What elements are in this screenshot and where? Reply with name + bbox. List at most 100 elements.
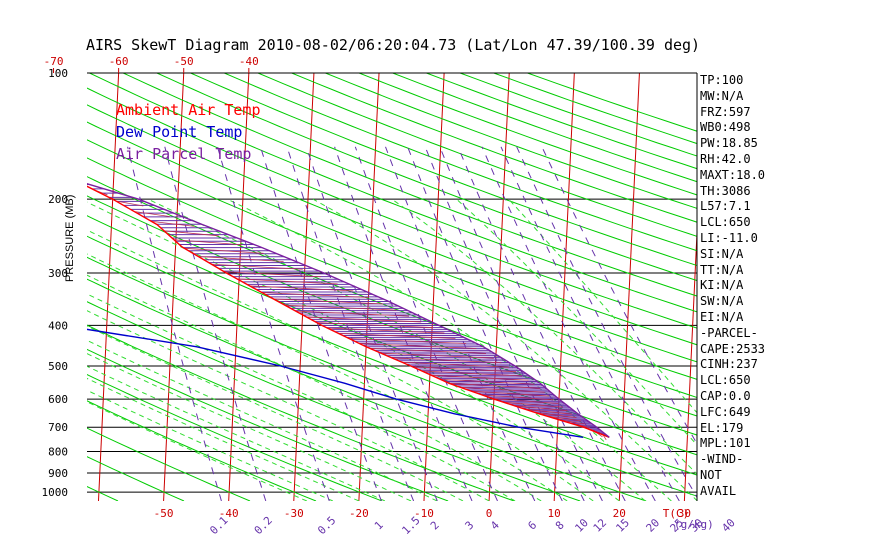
cape-hatch	[421, 370, 523, 377]
pressure-tick-label: 900	[48, 467, 68, 480]
bottom-temp-label: 10	[548, 507, 561, 520]
cape-hatch	[535, 412, 577, 418]
mixing-ratio-line	[305, 146, 438, 501]
cape-hatch	[514, 405, 568, 412]
dry-adiabat	[291, 73, 697, 223]
mixing-ratio-line	[500, 146, 680, 501]
mixing-ratio-line	[164, 146, 267, 501]
mixing-ratio-line	[457, 146, 626, 501]
stat-cinh: CINH:237	[700, 357, 758, 372]
stat-rh: RH:42.0	[700, 151, 751, 166]
wind-not: NOT	[700, 467, 722, 482]
bottom-temp-label: 0	[486, 507, 493, 520]
mixing-ratio-label: 3	[463, 519, 477, 533]
isotherm	[163, 73, 185, 501]
bottom-temp-label: -50	[154, 507, 174, 520]
cape-hatch	[431, 374, 529, 381]
mixing-ratio-label: 40	[719, 516, 738, 535]
mixing-ratio-label: 1	[372, 519, 386, 533]
dry-adiabat	[392, 73, 697, 183]
stat-maxt: MAXT:18.0	[700, 167, 766, 182]
dry-adiabat	[87, 139, 697, 380]
moist-adiabat	[87, 401, 308, 501]
moist-adiabat	[87, 339, 438, 501]
cape-hatch	[492, 398, 559, 404]
isotherm	[553, 73, 575, 501]
dry-adiabat	[358, 73, 697, 196]
stat-ei: EI:N/A	[700, 309, 744, 324]
dry-adiabat	[87, 348, 449, 501]
stat-mw: MW:N/A	[700, 88, 744, 103]
isotherm	[488, 73, 510, 501]
cape-hatch	[261, 292, 369, 298]
dry-adiabat	[257, 73, 697, 237]
mixing-ratio-label: 4	[488, 518, 502, 532]
top-temp-label: -70	[44, 55, 64, 68]
cape-hatch	[471, 390, 550, 397]
wind-header: -WIND-	[700, 452, 744, 467]
stat-parcel-lcl: LCL:650	[700, 373, 751, 388]
mixing-ratio-line	[481, 146, 656, 501]
mixing-ratio-label: 10	[572, 516, 591, 535]
dry-adiabat	[89, 73, 697, 313]
mixing-ratio-line	[354, 146, 498, 501]
pressure-tick-label: 600	[48, 393, 68, 406]
bottom-temp-label: 30	[678, 507, 691, 520]
dry-adiabat	[87, 374, 383, 501]
parcel-header: -PARCEL-	[700, 325, 758, 340]
legend-parcel-temp: Air Parcel Temp	[116, 145, 252, 163]
dry-adiabat	[87, 278, 647, 501]
moist-adiabat	[87, 365, 386, 501]
stat-sw: SW:N/A	[700, 294, 744, 309]
bottom-temp-label: -20	[349, 507, 369, 520]
mixing-ratio-label: 0.5	[315, 514, 338, 537]
moist-adiabat	[508, 198, 697, 414]
isotherm	[97, 73, 120, 501]
legend-ambient-temp: Ambient Air Temp	[116, 101, 261, 119]
bottom-temp-label: -10	[414, 507, 434, 520]
stat-l57: L57:7.1	[700, 199, 751, 214]
stat-wb0: WB0:498	[700, 120, 751, 135]
cape-hatch	[198, 256, 284, 262]
moist-adiabat	[87, 229, 594, 501]
stat-frz: FRZ:597	[700, 104, 751, 119]
dry-adiabat	[87, 215, 697, 456]
cape-hatch	[316, 322, 434, 328]
legend-dew-point: Dew Point Temp	[116, 123, 243, 141]
bottom-temp-label: -40	[219, 507, 239, 520]
cape-hatch	[402, 361, 509, 368]
dry-adiabat	[87, 121, 697, 363]
stat-si: SI:N/A	[700, 246, 744, 261]
mixing-ratio-line	[385, 146, 536, 501]
isotherm	[358, 73, 380, 501]
top-temp-label: -40	[239, 55, 259, 68]
isotherm	[228, 73, 250, 501]
wind-avail: AVAIL	[700, 483, 737, 498]
dry-adiabat	[87, 400, 317, 501]
temperature-line	[87, 185, 610, 438]
mixing-ratio-label: 2	[428, 519, 442, 533]
stat-el: EL:179	[700, 420, 744, 435]
mixing-ratio-line	[334, 146, 473, 501]
cape-hatch	[237, 278, 338, 285]
pressure-tick-label: 1000	[42, 486, 69, 499]
mixing-ratio-label: 6	[525, 519, 539, 533]
cape-hatch	[348, 338, 467, 344]
cape-hatch	[284, 304, 397, 311]
moist-adiabat	[312, 198, 697, 501]
mixing-ratio-label: 0.2	[252, 514, 275, 537]
isotherm	[683, 222, 697, 501]
mixing-ratio-line	[286, 146, 415, 501]
moist-adiabat	[391, 198, 697, 475]
chart-title: AIRS SkewT Diagram 2010-08-02/06:20:04.7…	[86, 36, 701, 54]
moist-adiabat	[87, 293, 516, 501]
moist-adiabat	[456, 198, 697, 446]
moist-adiabat	[87, 353, 412, 501]
parcel-line	[87, 183, 610, 438]
top-temp-label: -50	[174, 55, 194, 68]
cape-hatch	[440, 378, 535, 385]
cape-hatch	[151, 221, 195, 227]
cape-hatch	[327, 327, 445, 334]
cape-hatch	[211, 263, 303, 270]
